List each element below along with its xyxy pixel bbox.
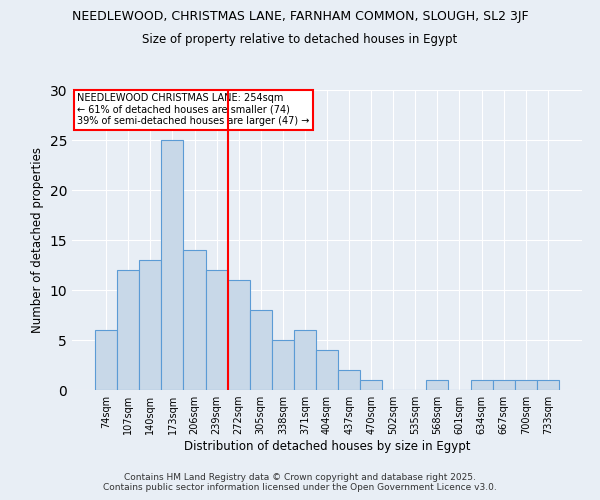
X-axis label: Distribution of detached houses by size in Egypt: Distribution of detached houses by size … [184, 440, 470, 453]
Bar [139, 260, 161, 390]
Bar [470, 380, 493, 390]
Bar [227, 280, 250, 390]
Bar [316, 350, 338, 390]
Bar [427, 380, 448, 390]
Bar [117, 270, 139, 390]
Bar [184, 250, 206, 390]
Bar [95, 330, 117, 390]
Bar [338, 370, 360, 390]
Text: Contains HM Land Registry data © Crown copyright and database right 2025.: Contains HM Land Registry data © Crown c… [124, 474, 476, 482]
Bar [161, 140, 184, 390]
Bar [294, 330, 316, 390]
Y-axis label: Number of detached properties: Number of detached properties [31, 147, 44, 333]
Bar [515, 380, 537, 390]
Text: NEEDLEWOOD, CHRISTMAS LANE, FARNHAM COMMON, SLOUGH, SL2 3JF: NEEDLEWOOD, CHRISTMAS LANE, FARNHAM COMM… [71, 10, 529, 23]
Bar [360, 380, 382, 390]
Bar [272, 340, 294, 390]
Text: Size of property relative to detached houses in Egypt: Size of property relative to detached ho… [142, 32, 458, 46]
Text: Contains public sector information licensed under the Open Government Licence v3: Contains public sector information licen… [103, 484, 497, 492]
Bar [250, 310, 272, 390]
Text: NEEDLEWOOD CHRISTMAS LANE: 254sqm
← 61% of detached houses are smaller (74)
39% : NEEDLEWOOD CHRISTMAS LANE: 254sqm ← 61% … [77, 93, 310, 126]
Bar [206, 270, 227, 390]
Bar [493, 380, 515, 390]
Bar [537, 380, 559, 390]
